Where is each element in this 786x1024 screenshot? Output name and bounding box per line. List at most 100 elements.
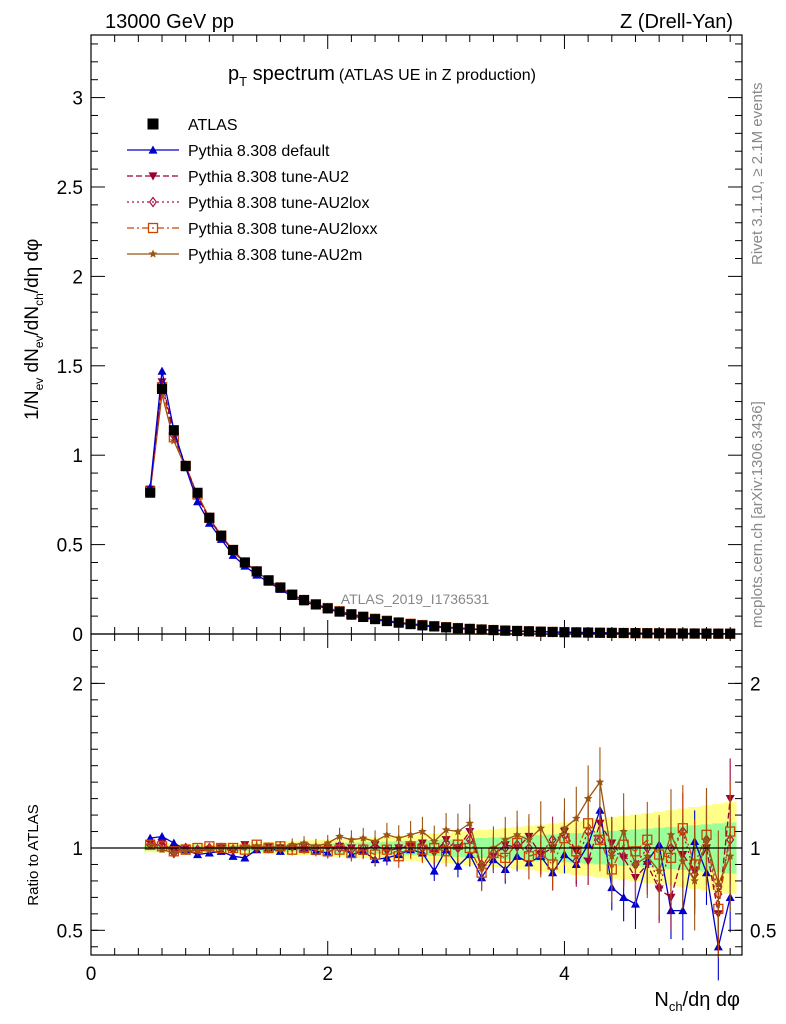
data-point <box>192 487 203 498</box>
ratio-point <box>477 863 486 872</box>
legend-marker <box>148 196 158 208</box>
ratio-point <box>678 906 688 915</box>
ratio-point <box>725 851 735 860</box>
data-point <box>618 628 629 639</box>
data-point <box>193 497 203 506</box>
data-point <box>322 603 333 614</box>
ratio-point <box>418 827 427 836</box>
data-point <box>310 599 321 610</box>
ratio-point <box>393 851 404 862</box>
xlabel: Nch/dη dφ <box>654 989 740 1014</box>
data-point <box>642 628 653 639</box>
legend-marker <box>148 172 158 181</box>
data-point <box>216 530 227 541</box>
ratio-y-tick-label: 1 <box>72 839 83 860</box>
ratio-point <box>631 860 640 869</box>
data-point <box>523 626 534 637</box>
ratio-point <box>181 846 190 855</box>
data-point <box>358 612 369 623</box>
ratio-point <box>643 851 652 860</box>
data-point <box>571 627 582 638</box>
data-point <box>157 384 168 395</box>
main-title: pT spectrum (ATLAS UE in Z production) <box>228 63 536 89</box>
ratio-point <box>548 845 557 854</box>
ratio-point <box>429 866 439 875</box>
data-point <box>287 589 298 600</box>
legend-label: Pythia 8.308 tune-AU2lox <box>188 195 369 212</box>
ratio-point <box>536 823 546 832</box>
ratio-point <box>595 777 605 786</box>
ratio-point <box>453 827 463 836</box>
title-p: p <box>228 63 239 85</box>
ratio-point <box>619 892 629 901</box>
data-point <box>429 621 440 632</box>
data-point <box>334 606 345 617</box>
ratio-point <box>607 851 617 860</box>
ratio-panel: 0.5 0.5 1 1 2 2 0 2 4 <box>57 633 776 985</box>
ratio-y-tick-label-right: 0.5 <box>750 921 776 942</box>
legend-label: Pythia 8.308 default <box>188 143 330 160</box>
main-ylabel: 1/Nev dNev/dNch/dη dφ <box>22 239 46 420</box>
legend: ATLAS Pythia 8.308 default Pythia 8.308 tu… <box>127 117 377 264</box>
legend-marker <box>147 222 159 234</box>
y-tick-label: 2 <box>72 267 83 288</box>
x-tick-label: 4 <box>559 964 570 985</box>
main-panel: 0 0.5 1 1.5 2 2.5 3 <box>57 34 743 646</box>
ratio-point <box>382 830 392 839</box>
data-point <box>476 624 487 635</box>
ratio-point <box>512 830 522 839</box>
x-tick-label: 2 <box>322 964 333 985</box>
ratio-point <box>240 853 250 862</box>
ratio-ylabel: Ratio to ATLAS <box>25 804 42 905</box>
y-tick-label: 3 <box>72 89 83 110</box>
ratio-point <box>714 879 723 888</box>
title-sub: T <box>239 74 247 89</box>
legend-label: Pythia 8.308 tune-AU2 <box>188 169 349 186</box>
ratio-point <box>370 836 380 846</box>
ratio-point <box>193 845 202 854</box>
ratio-point <box>619 827 628 836</box>
ratio-point <box>453 861 463 870</box>
y-tick-label: 1.5 <box>57 357 83 378</box>
y-tick-label: 0 <box>72 625 83 646</box>
ratio-point <box>666 830 676 839</box>
ratio-point <box>359 833 368 842</box>
y-tick-label: 0.5 <box>57 536 83 557</box>
ratio-frame <box>90 633 743 956</box>
data-point <box>500 625 511 636</box>
ratio-point <box>394 833 403 842</box>
data-point <box>228 544 239 555</box>
ratio-point <box>205 845 214 854</box>
data-point <box>346 609 357 620</box>
data-point <box>263 575 274 586</box>
ratio-point <box>583 857 593 866</box>
legend-marker <box>147 118 159 130</box>
ratio-y-tick-label-right: 1 <box>750 839 761 860</box>
ratio-point <box>583 794 593 803</box>
ratio-point <box>157 845 167 854</box>
ratio-point <box>572 813 581 822</box>
ratio-point <box>690 876 699 885</box>
data-point <box>417 620 428 631</box>
y-tick-label: 2.5 <box>57 178 83 199</box>
ratio-y-tick-label-right: 2 <box>750 674 761 695</box>
x-tick-label: 0 <box>86 964 97 985</box>
ratio-point <box>501 835 510 844</box>
ratio-point <box>524 835 534 844</box>
ratio-line <box>150 809 731 947</box>
legend-label: Pythia 8.308 tune-AU2loxx <box>188 221 377 238</box>
data-point <box>452 623 463 634</box>
ratio-point <box>335 832 344 841</box>
data-point <box>393 617 404 628</box>
data-point <box>547 626 558 637</box>
ratio-point <box>145 839 156 850</box>
data-point <box>594 627 605 638</box>
data-point <box>299 595 310 606</box>
data-point <box>204 512 215 523</box>
title-paren: (ATLAS UE in Z production) <box>339 67 536 84</box>
data-point <box>239 557 250 568</box>
title-rest: spectrum <box>247 63 335 85</box>
data-point <box>275 582 286 593</box>
data-point <box>381 616 392 627</box>
